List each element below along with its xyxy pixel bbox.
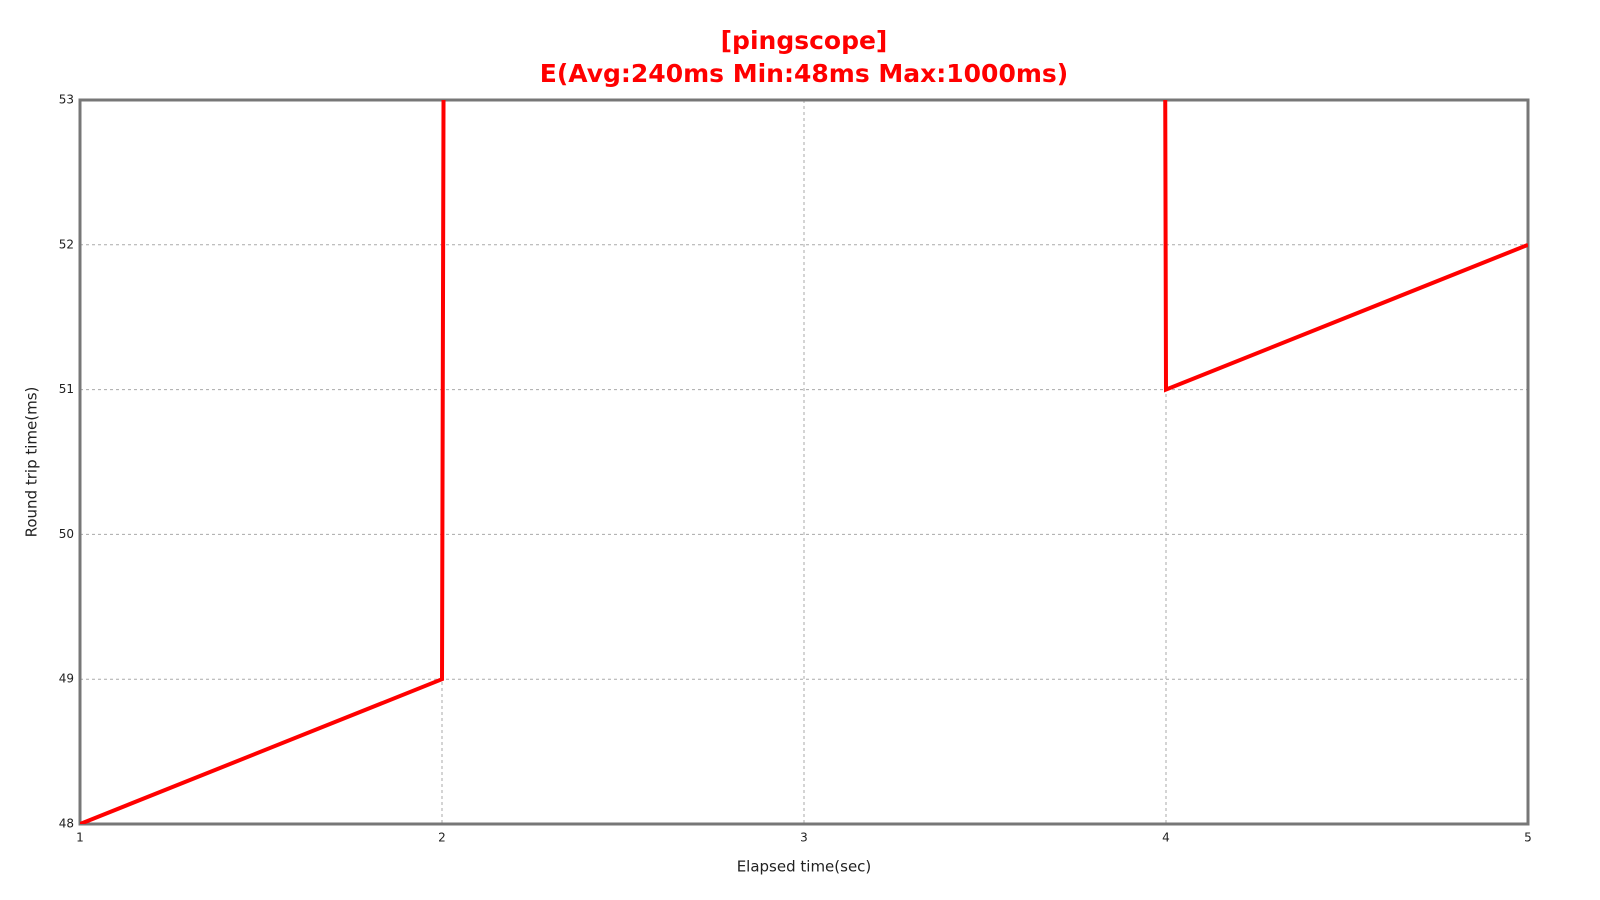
y-axis-label: Round trip time(ms): [23, 387, 41, 538]
y-tick-label: 51: [59, 382, 74, 396]
y-tick-label: 49: [59, 672, 74, 686]
data-line: [80, 100, 1528, 824]
y-tick-label: 48: [59, 817, 74, 831]
x-tick-label: 2: [438, 831, 446, 845]
x-tick-label: 1: [76, 831, 84, 845]
x-tick-label: 3: [800, 831, 808, 845]
chart-subtitle: E(Avg:240ms Min:48ms Max:1000ms): [540, 59, 1068, 88]
x-tick-label: 5: [1524, 831, 1532, 845]
y-tick-label: 52: [59, 237, 74, 251]
y-tick-label: 53: [59, 93, 74, 107]
x-tick-label: 4: [1162, 831, 1170, 845]
y-tick-label: 50: [59, 527, 74, 541]
chart-title: [pingscope]: [721, 26, 888, 55]
x-axis-label: Elapsed time(sec): [737, 858, 872, 876]
plot-frame: [78, 98, 1530, 826]
